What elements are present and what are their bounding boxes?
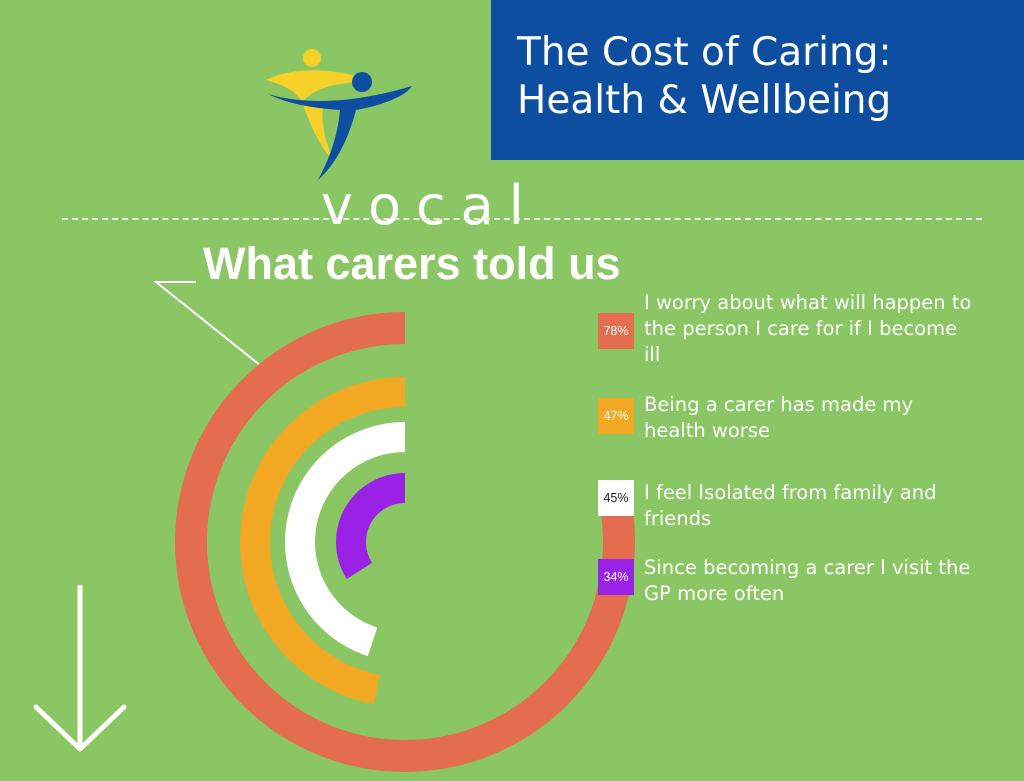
logo-wordmark: vocal [321, 174, 539, 237]
vocal-logo: vocal [258, 40, 524, 236]
legend-swatch-value: 78% [598, 313, 634, 349]
legend-swatch-value: 47% [598, 398, 634, 434]
ring-bar-47pct [240, 377, 406, 705]
legend-label: I worry about what will happen to the pe… [644, 291, 972, 366]
dashed-divider [62, 218, 982, 220]
legend-label: Being a carer has made my health worse [644, 393, 914, 442]
vocal-logo-figures-icon [266, 49, 412, 180]
legend-label: I feel Isolated from family and friends [644, 481, 937, 530]
legend-label: Since becoming a carer I visit the GP mo… [644, 556, 971, 605]
legend-swatch-value: 45% [598, 480, 634, 516]
ring-bar-78pct [175, 312, 635, 772]
title-line-1: The Cost of Caring: [517, 30, 892, 75]
title-line-2: Health & Wellbeing [517, 78, 892, 123]
chart-headline: What carers told us [203, 238, 621, 289]
ring-bar-34pct [336, 473, 406, 579]
ring-bar-45pct [285, 422, 406, 657]
arrow-down-icon [33, 585, 127, 752]
title-banner: The Cost of Caring: Health & Wellbeing [491, 0, 1024, 160]
legend-swatch-value: 34% [598, 559, 634, 595]
